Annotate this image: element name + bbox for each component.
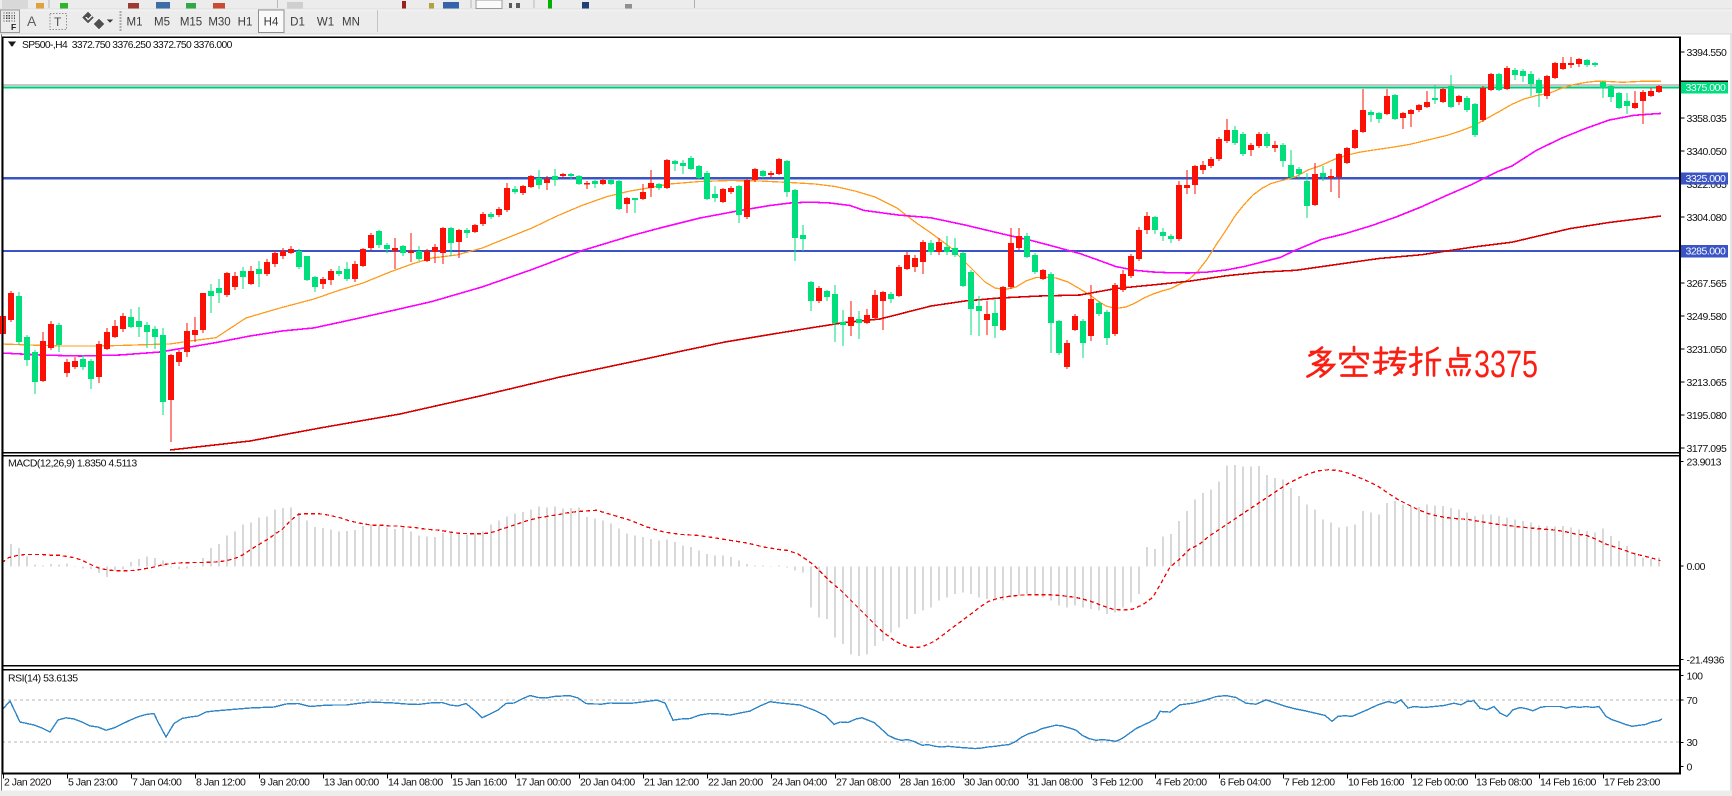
svg-text:4 Feb 20:00: 4 Feb 20:00: [1156, 777, 1207, 789]
svg-text:SP500-,H4 3372.750 3376.250 3: SP500-,H4 3372.750 3376.250 3372.750 337…: [22, 40, 233, 51]
svg-text:3358.035: 3358.035: [1687, 113, 1727, 125]
svg-text:23.9013: 23.9013: [1687, 456, 1722, 468]
svg-text:H1: H1: [238, 17, 253, 29]
svg-text:2 Jan 2020: 2 Jan 2020: [4, 777, 52, 789]
svg-text:H4: H4: [264, 17, 279, 29]
svg-text:5 Jan 23:00: 5 Jan 23:00: [68, 777, 118, 789]
svg-text:MACD(12,26,9) 1.8350 4.5113: MACD(12,26,9) 1.8350 4.5113: [8, 458, 137, 470]
svg-text:3231.050: 3231.050: [1687, 344, 1727, 356]
svg-text:F: F: [11, 22, 16, 32]
svg-text:24 Jan 04:00: 24 Jan 04:00: [772, 777, 827, 789]
svg-text:27 Jan 08:00: 27 Jan 08:00: [836, 777, 891, 789]
svg-text:M1: M1: [127, 17, 143, 29]
svg-text:0: 0: [1687, 761, 1693, 773]
svg-text:7 Jan 04:00: 7 Jan 04:00: [132, 777, 182, 789]
svg-text:3375.000: 3375.000: [1686, 82, 1726, 94]
svg-text:13 Jan 00:00: 13 Jan 00:00: [324, 777, 379, 789]
svg-text:RSI(14) 53.6135: RSI(14) 53.6135: [8, 673, 78, 685]
svg-text:3195.080: 3195.080: [1687, 410, 1727, 422]
svg-text:30 Jan 00:00: 30 Jan 00:00: [964, 777, 1019, 789]
svg-text:3177.095: 3177.095: [1687, 443, 1727, 455]
svg-text:17 Jan 00:00: 17 Jan 00:00: [516, 777, 571, 789]
svg-text:3375: 3375: [1474, 344, 1538, 386]
svg-text:100: 100: [1687, 671, 1704, 683]
svg-text:70: 70: [1687, 695, 1698, 707]
svg-text:6 Feb 04:00: 6 Feb 04:00: [1220, 777, 1271, 789]
svg-text:M5: M5: [154, 17, 170, 29]
svg-text:D1: D1: [290, 17, 305, 29]
svg-text:22 Jan 20:00: 22 Jan 20:00: [708, 777, 763, 789]
svg-text:7 Feb 12:00: 7 Feb 12:00: [1284, 777, 1335, 789]
svg-text:3213.065: 3213.065: [1687, 377, 1727, 389]
svg-text:M30: M30: [208, 17, 230, 29]
svg-text:3 Feb 12:00: 3 Feb 12:00: [1092, 777, 1143, 789]
svg-text:0.00: 0.00: [1687, 561, 1706, 573]
svg-text:13 Feb 08:00: 13 Feb 08:00: [1476, 777, 1533, 789]
svg-text:8 Jan 12:00: 8 Jan 12:00: [196, 777, 246, 789]
svg-text:20 Jan 04:00: 20 Jan 04:00: [580, 777, 635, 789]
svg-text:W1: W1: [317, 17, 334, 29]
svg-text:28 Jan 16:00: 28 Jan 16:00: [900, 777, 955, 789]
svg-text:MN: MN: [342, 17, 360, 29]
svg-text:M15: M15: [180, 17, 202, 29]
svg-text:30: 30: [1687, 737, 1698, 749]
svg-text:3340.050: 3340.050: [1687, 146, 1727, 158]
svg-text:12 Feb 00:00: 12 Feb 00:00: [1412, 777, 1469, 789]
svg-text:3325.000: 3325.000: [1686, 173, 1726, 185]
svg-text:14 Feb 16:00: 14 Feb 16:00: [1540, 777, 1597, 789]
svg-text:3267.565: 3267.565: [1687, 278, 1727, 290]
svg-text:3304.080: 3304.080: [1687, 212, 1727, 224]
svg-text:-21.4936: -21.4936: [1687, 655, 1725, 667]
svg-text:14 Jan 08:00: 14 Jan 08:00: [388, 777, 443, 789]
svg-text:10 Feb 16:00: 10 Feb 16:00: [1348, 777, 1405, 789]
svg-text:21 Jan 12:00: 21 Jan 12:00: [644, 777, 699, 789]
svg-text:3249.580: 3249.580: [1687, 311, 1727, 323]
svg-text:T: T: [54, 15, 62, 29]
svg-text:15 Jan 16:00: 15 Jan 16:00: [452, 777, 507, 789]
svg-text:3285.000: 3285.000: [1686, 246, 1726, 258]
svg-text:A: A: [27, 13, 37, 29]
svg-text:3394.550: 3394.550: [1687, 47, 1727, 59]
svg-text:17 Feb 23:00: 17 Feb 23:00: [1604, 777, 1661, 789]
svg-text:9 Jan 20:00: 9 Jan 20:00: [260, 777, 310, 789]
svg-text:31 Jan 08:00: 31 Jan 08:00: [1028, 777, 1083, 789]
